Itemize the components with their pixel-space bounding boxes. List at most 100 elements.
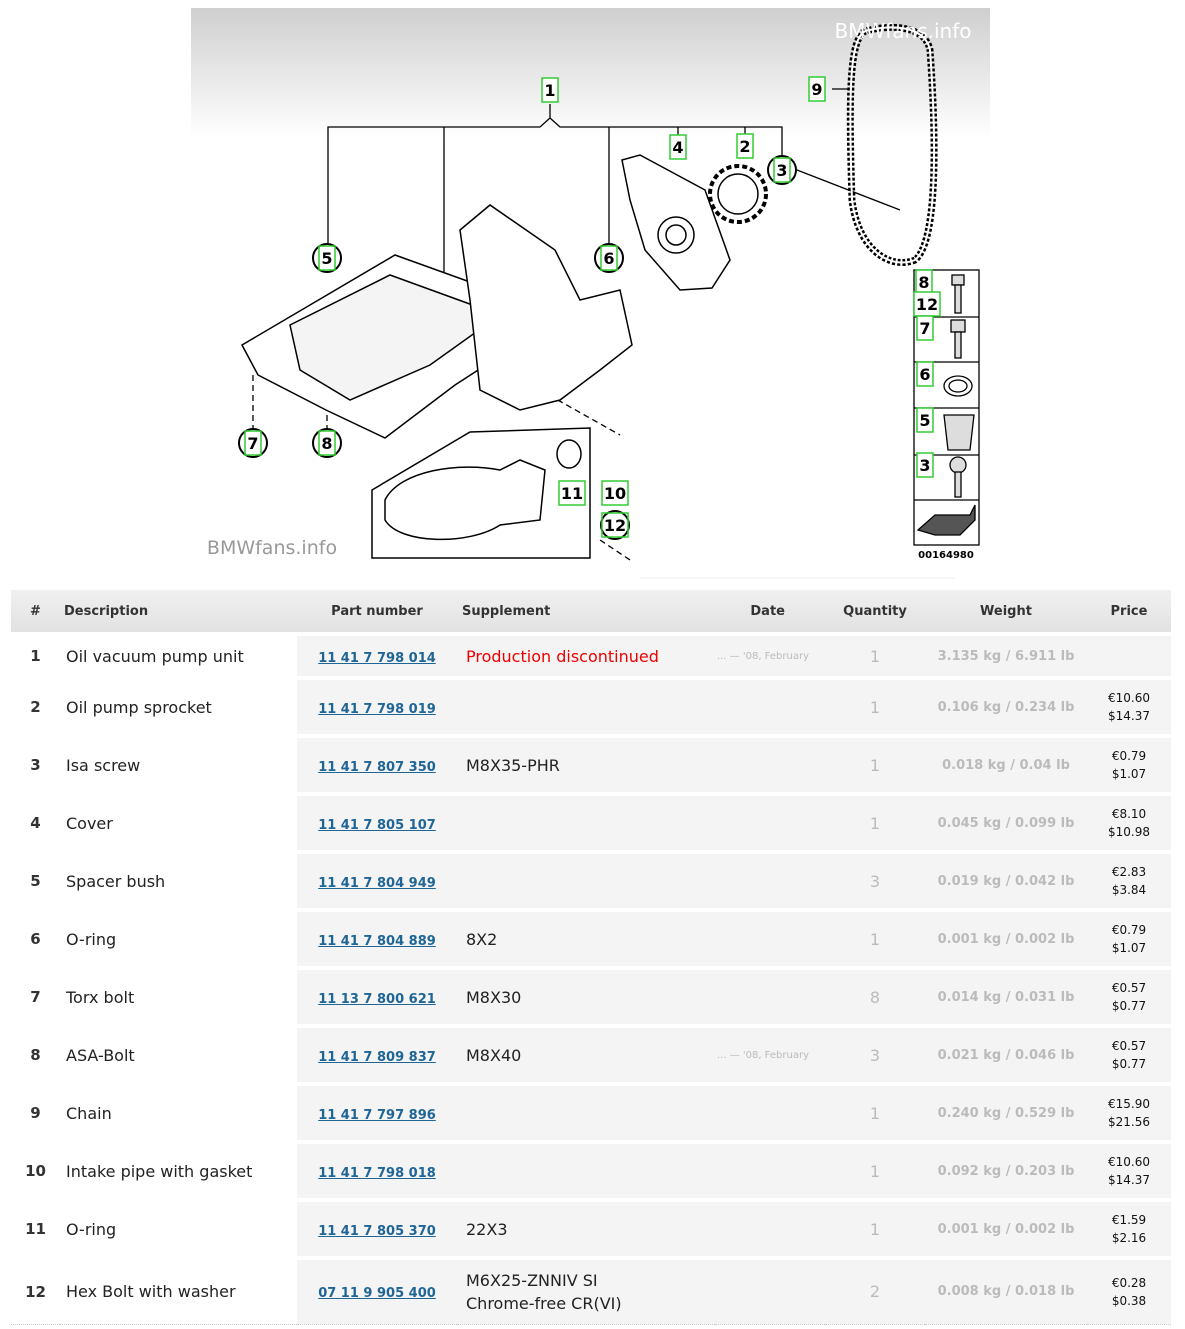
price: €0.57 $0.77 <box>1087 1024 1171 1085</box>
price-usd: $14.37 <box>1108 709 1150 723</box>
price: €15.90 $21.56 <box>1087 1082 1171 1143</box>
weight: 0.018 kg / 0.04 lb <box>925 734 1087 795</box>
part-number-link[interactable]: 11 13 7 800 621 <box>318 991 436 1007</box>
callout-label: 9 <box>811 80 822 99</box>
chain-inner <box>849 26 936 264</box>
part-number-cell: 11 41 7 798 018 <box>297 1140 457 1201</box>
weight: 3.135 kg / 6.911 lb <box>925 632 1087 679</box>
callout-label: 10 <box>604 484 626 503</box>
column-header: Price <box>1087 590 1171 634</box>
callout-circle <box>594 243 624 273</box>
part-number-cell: 11 13 7 800 621 <box>297 966 457 1027</box>
part-row: 3 Isa screw 11 41 7 807 350 M8X35-PHR 1 0.018… <box>11 734 1171 795</box>
parts-diagram: BMWfans.info BMWfans.info 1 9 4 2 3 5 6 7 8 11 10 12 8… <box>191 8 990 579</box>
callout-label: 5 <box>919 411 930 430</box>
price-usd: $1.07 <box>1111 767 1147 781</box>
part-number-link[interactable]: 11 41 7 798 018 <box>318 1165 436 1181</box>
small-parts-panel <box>913 269 980 546</box>
price-eur: €10.60 <box>1108 1155 1150 1169</box>
callout-label: 12 <box>604 516 626 535</box>
row-number: 9 <box>11 1082 60 1143</box>
part-number-link[interactable]: 11 41 7 797 896 <box>318 1107 436 1123</box>
supplement: M8X30 <box>457 966 715 1027</box>
part-number-link[interactable]: 07 11 9 905 400 <box>318 1286 436 1302</box>
part-number-link[interactable]: 11 41 7 804 949 <box>318 875 436 891</box>
date-text: ... — '08, February <box>716 1049 809 1061</box>
callout-label: 8 <box>321 434 332 453</box>
price: €0.57 $0.77 <box>1087 966 1171 1027</box>
price: €0.79 $1.07 <box>1087 734 1171 795</box>
column-header: Date <box>715 590 825 634</box>
supplement <box>457 850 715 911</box>
quantity: 1 <box>825 908 925 969</box>
part-row: 5 Spacer bush 11 41 7 804 949 3 0.019 kg / 0… <box>11 850 1171 911</box>
supplement <box>457 676 715 737</box>
date <box>715 966 825 1027</box>
part-number-link[interactable]: 11 41 7 805 107 <box>318 817 436 833</box>
callout-box <box>601 480 629 506</box>
price-usd: $0.38 <box>1111 1293 1147 1308</box>
price: €10.60 $14.37 <box>1087 1140 1171 1201</box>
part-row: 7 Torx bolt 11 13 7 800 621 M8X30 8 0.014 kg … <box>11 966 1171 1027</box>
part-number-link[interactable]: 11 41 7 805 370 <box>318 1223 436 1239</box>
description: Oil pump sprocket <box>60 676 297 737</box>
callout-circle <box>312 428 342 458</box>
column-header: Description <box>60 590 297 634</box>
callout-box <box>808 76 826 102</box>
callout-label: 12 <box>916 295 938 314</box>
description: O-ring <box>60 908 297 969</box>
quantity: 1 <box>825 1140 925 1201</box>
row-number: 6 <box>11 908 60 969</box>
price <box>1087 632 1171 679</box>
description: Isa screw <box>60 734 297 795</box>
date <box>715 792 825 853</box>
description: Intake pipe with gasket <box>60 1140 297 1201</box>
price-eur: €8.10 <box>1111 807 1147 821</box>
discontinued-notice: Production discontinued <box>466 646 659 666</box>
part-number-link[interactable]: 11 41 7 798 019 <box>318 701 436 717</box>
callout-box <box>669 134 687 160</box>
callout-box <box>916 361 934 387</box>
part-row: 1 Oil vacuum pump unit 11 41 7 798 014 Prod… <box>11 632 1171 679</box>
parts-table: # Description Part number Supplement Date Qua… <box>11 590 1171 1325</box>
supplement-line: Chrome-free CR(VI) <box>466 1293 622 1313</box>
date <box>715 676 825 737</box>
part-number-cell: 11 41 7 807 350 <box>297 734 457 795</box>
callout-box <box>913 291 941 317</box>
watermark: BMWfans.info <box>207 537 337 559</box>
supplement: 22X3 <box>457 1198 715 1259</box>
description: O-ring <box>60 1198 297 1259</box>
part-number-cell: 11 41 7 809 837 <box>297 1024 457 1085</box>
part-number-link[interactable]: 11 41 7 804 889 <box>318 933 436 949</box>
price-eur: €1.59 <box>1111 1213 1147 1227</box>
callout-label: 7 <box>247 434 258 453</box>
callout-box <box>773 157 791 183</box>
supplement: Production discontinued <box>457 632 715 679</box>
part-number-cell: 11 41 7 804 889 <box>297 908 457 969</box>
weight: 0.008 kg / 0.018 lb <box>925 1256 1087 1325</box>
watermark: BMWfans.info <box>834 19 971 43</box>
part-number-link[interactable]: 11 41 7 809 837 <box>318 1049 436 1065</box>
quantity: 3 <box>825 850 925 911</box>
callout-box <box>916 315 934 341</box>
description: Torx bolt <box>60 966 297 1027</box>
row-number: 7 <box>11 966 60 1027</box>
date-text: ... — '08, February <box>716 650 809 662</box>
price-eur: €0.57 <box>1111 1039 1147 1053</box>
weight: 0.014 kg / 0.031 lb <box>925 966 1087 1027</box>
price-eur: €0.28 <box>1111 1275 1147 1290</box>
description: Spacer bush <box>60 850 297 911</box>
description: Oil vacuum pump unit <box>60 632 297 679</box>
part-number-link[interactable]: 11 41 7 807 350 <box>318 759 436 775</box>
header-gradient <box>191 8 990 138</box>
description: Cover <box>60 792 297 853</box>
callout-circle <box>767 155 797 185</box>
part-number-link[interactable]: 11 41 7 798 014 <box>318 650 436 666</box>
price-eur: €0.79 <box>1111 923 1147 937</box>
column-header: Quantity <box>825 590 925 634</box>
row-number: 1 <box>11 632 60 679</box>
weight: 0.092 kg / 0.203 lb <box>925 1140 1087 1201</box>
date: ... — '08, February <box>715 632 825 679</box>
supplement-line: M8X30 <box>466 987 522 1007</box>
supplement-line: M8X40 <box>466 1045 522 1065</box>
